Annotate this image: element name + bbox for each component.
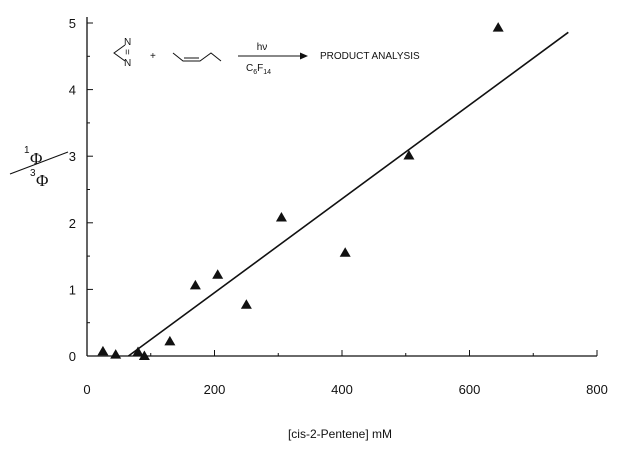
data-point	[339, 247, 351, 257]
plus-sign: +	[150, 51, 156, 62]
y-tick-label: 2	[69, 216, 76, 231]
data-point	[492, 22, 504, 32]
product-analysis-label: PRODUCT ANALYSIS	[320, 51, 420, 62]
data-point	[275, 211, 287, 222]
arrow-label-hv: hν	[257, 42, 268, 53]
fit-line-group	[127, 31, 569, 357]
data-point	[132, 346, 144, 357]
data-point	[240, 299, 252, 309]
x-axis-title: [cis-2-Pentene] mM	[288, 427, 392, 441]
tick-group: 0 200 400 600 800 0 1 2 3 4 5	[69, 16, 608, 397]
y-axis-title: 1 Φ 3 Φ	[9, 145, 69, 190]
diazirine-nitrogen-bottom: N	[124, 58, 131, 69]
x-tick-label: 0	[83, 382, 90, 397]
pentene-structure	[172, 52, 222, 62]
diazirine-nitrogen-top: N	[124, 37, 131, 48]
x-tick-label: 600	[459, 382, 481, 397]
fit-line	[127, 31, 569, 357]
y-denominator-phi: Φ	[36, 171, 48, 190]
data-point	[164, 335, 176, 346]
y-tick-label: 5	[69, 16, 76, 31]
diazirine-ring	[113, 44, 126, 62]
solvent-sub-6: 6	[253, 69, 257, 76]
data-points	[97, 22, 504, 360]
y-tick-label: 4	[69, 83, 76, 98]
solvent-sub-14: 14	[263, 69, 271, 76]
y-tick-label: 3	[69, 149, 76, 164]
data-point	[138, 350, 150, 360]
y-tick-label: 0	[69, 349, 76, 364]
reaction-arrowhead	[300, 52, 308, 60]
data-point	[212, 269, 224, 279]
data-point	[189, 279, 201, 290]
solvent-c: C	[246, 63, 253, 74]
arrow-label-solvent: C6F14	[246, 63, 271, 76]
x-tick-label: 200	[204, 382, 226, 397]
y-tick-label: 1	[69, 282, 76, 297]
x-tick-label: 800	[586, 382, 608, 397]
y-numerator-superscript: 1	[24, 145, 30, 156]
y-fraction-bar	[9, 151, 69, 175]
x-tick-label: 400	[331, 382, 353, 397]
reaction-scheme: N = N + hν C6F14 PRODUCT ANALYSIS	[113, 37, 420, 76]
data-point	[110, 349, 122, 359]
data-point	[403, 150, 415, 160]
solvent-f: F	[257, 63, 263, 74]
data-point	[97, 345, 109, 356]
diazirine-double-bond: =	[121, 49, 132, 55]
y-denominator-superscript: 3	[30, 168, 36, 179]
